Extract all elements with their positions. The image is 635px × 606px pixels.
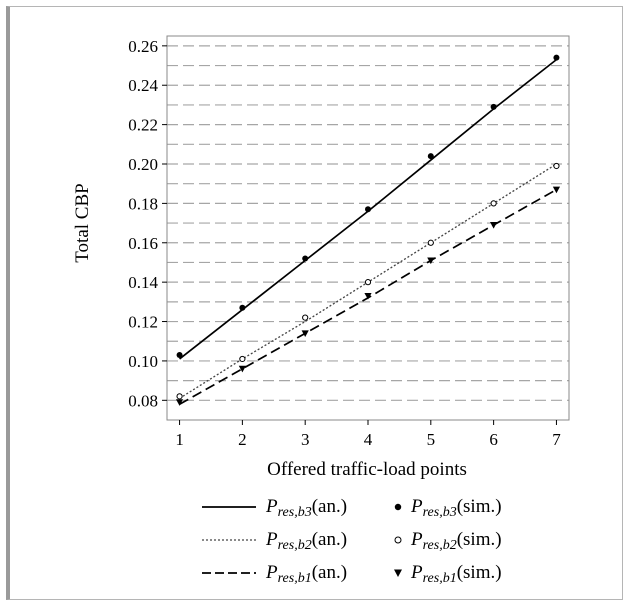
legend-swatch bbox=[394, 536, 402, 544]
y-tick-label: 0.22 bbox=[128, 116, 158, 135]
legend-label: Pres,b1(sim.) bbox=[410, 562, 502, 586]
data-point bbox=[175, 399, 184, 406]
data-point bbox=[553, 162, 560, 170]
data-point bbox=[427, 153, 434, 160]
legend-swatch bbox=[394, 569, 402, 577]
data-point bbox=[176, 393, 183, 400]
data-point bbox=[553, 54, 560, 61]
y-tick-label: 0.10 bbox=[128, 352, 158, 371]
data-point bbox=[552, 186, 561, 194]
data-point bbox=[302, 255, 309, 262]
x-tick-label: 1 bbox=[175, 430, 184, 449]
x-tick-label: 3 bbox=[301, 430, 310, 449]
x-tick-label: 6 bbox=[489, 430, 498, 449]
x-tick-label: 7 bbox=[552, 430, 561, 449]
data-point bbox=[490, 103, 497, 110]
legend-swatch bbox=[394, 503, 402, 511]
y-axis-title: Total CBP bbox=[72, 183, 93, 262]
data-point bbox=[427, 257, 435, 265]
y-tick-label: 0.18 bbox=[128, 194, 158, 213]
data-point bbox=[490, 222, 498, 229]
y-tick-label: 0.12 bbox=[128, 313, 158, 332]
data-point bbox=[239, 355, 246, 363]
legend: Pres,b3(an.) Pres,b3(sim.) Pres,b2(an.) Pre… bbox=[202, 496, 502, 586]
legend-label: Pres,b3(sim.) bbox=[410, 496, 502, 520]
data-point bbox=[364, 292, 372, 300]
y-tick-label: 0.14 bbox=[128, 273, 158, 292]
x-tick-label: 4 bbox=[364, 430, 373, 449]
x-tick-label: 2 bbox=[238, 430, 247, 449]
plot-background bbox=[167, 36, 569, 420]
legend-label: Pres,b1(an.) bbox=[265, 562, 347, 586]
data-point bbox=[490, 200, 497, 207]
legend-label: Pres,b2(an.) bbox=[265, 529, 347, 553]
y-tick-label: 0.16 bbox=[128, 234, 158, 253]
legend-label: Pres,b2(sim.) bbox=[410, 529, 502, 553]
y-tick-label: 0.24 bbox=[128, 76, 158, 95]
y-tick-label: 0.26 bbox=[128, 37, 158, 56]
data-point bbox=[365, 206, 371, 213]
data-point bbox=[176, 352, 183, 359]
data-point bbox=[302, 314, 309, 321]
data-point bbox=[238, 365, 246, 373]
x-tick-label: 5 bbox=[427, 430, 436, 449]
data-point bbox=[364, 279, 372, 286]
data-point bbox=[239, 304, 246, 311]
y-tick-label: 0.20 bbox=[128, 155, 158, 174]
legend-label: Pres,b3(an.) bbox=[265, 496, 347, 520]
plot-area: 0.08 0.10 0.12 0.14 0.16 0.18 0.20 0.22 0.24 0.26… bbox=[128, 35, 570, 449]
x-axis-title: Offered traffic-load points bbox=[267, 459, 467, 480]
data-point bbox=[427, 239, 434, 246]
data-point bbox=[301, 330, 309, 337]
y-tick-label: 0.08 bbox=[128, 391, 158, 410]
